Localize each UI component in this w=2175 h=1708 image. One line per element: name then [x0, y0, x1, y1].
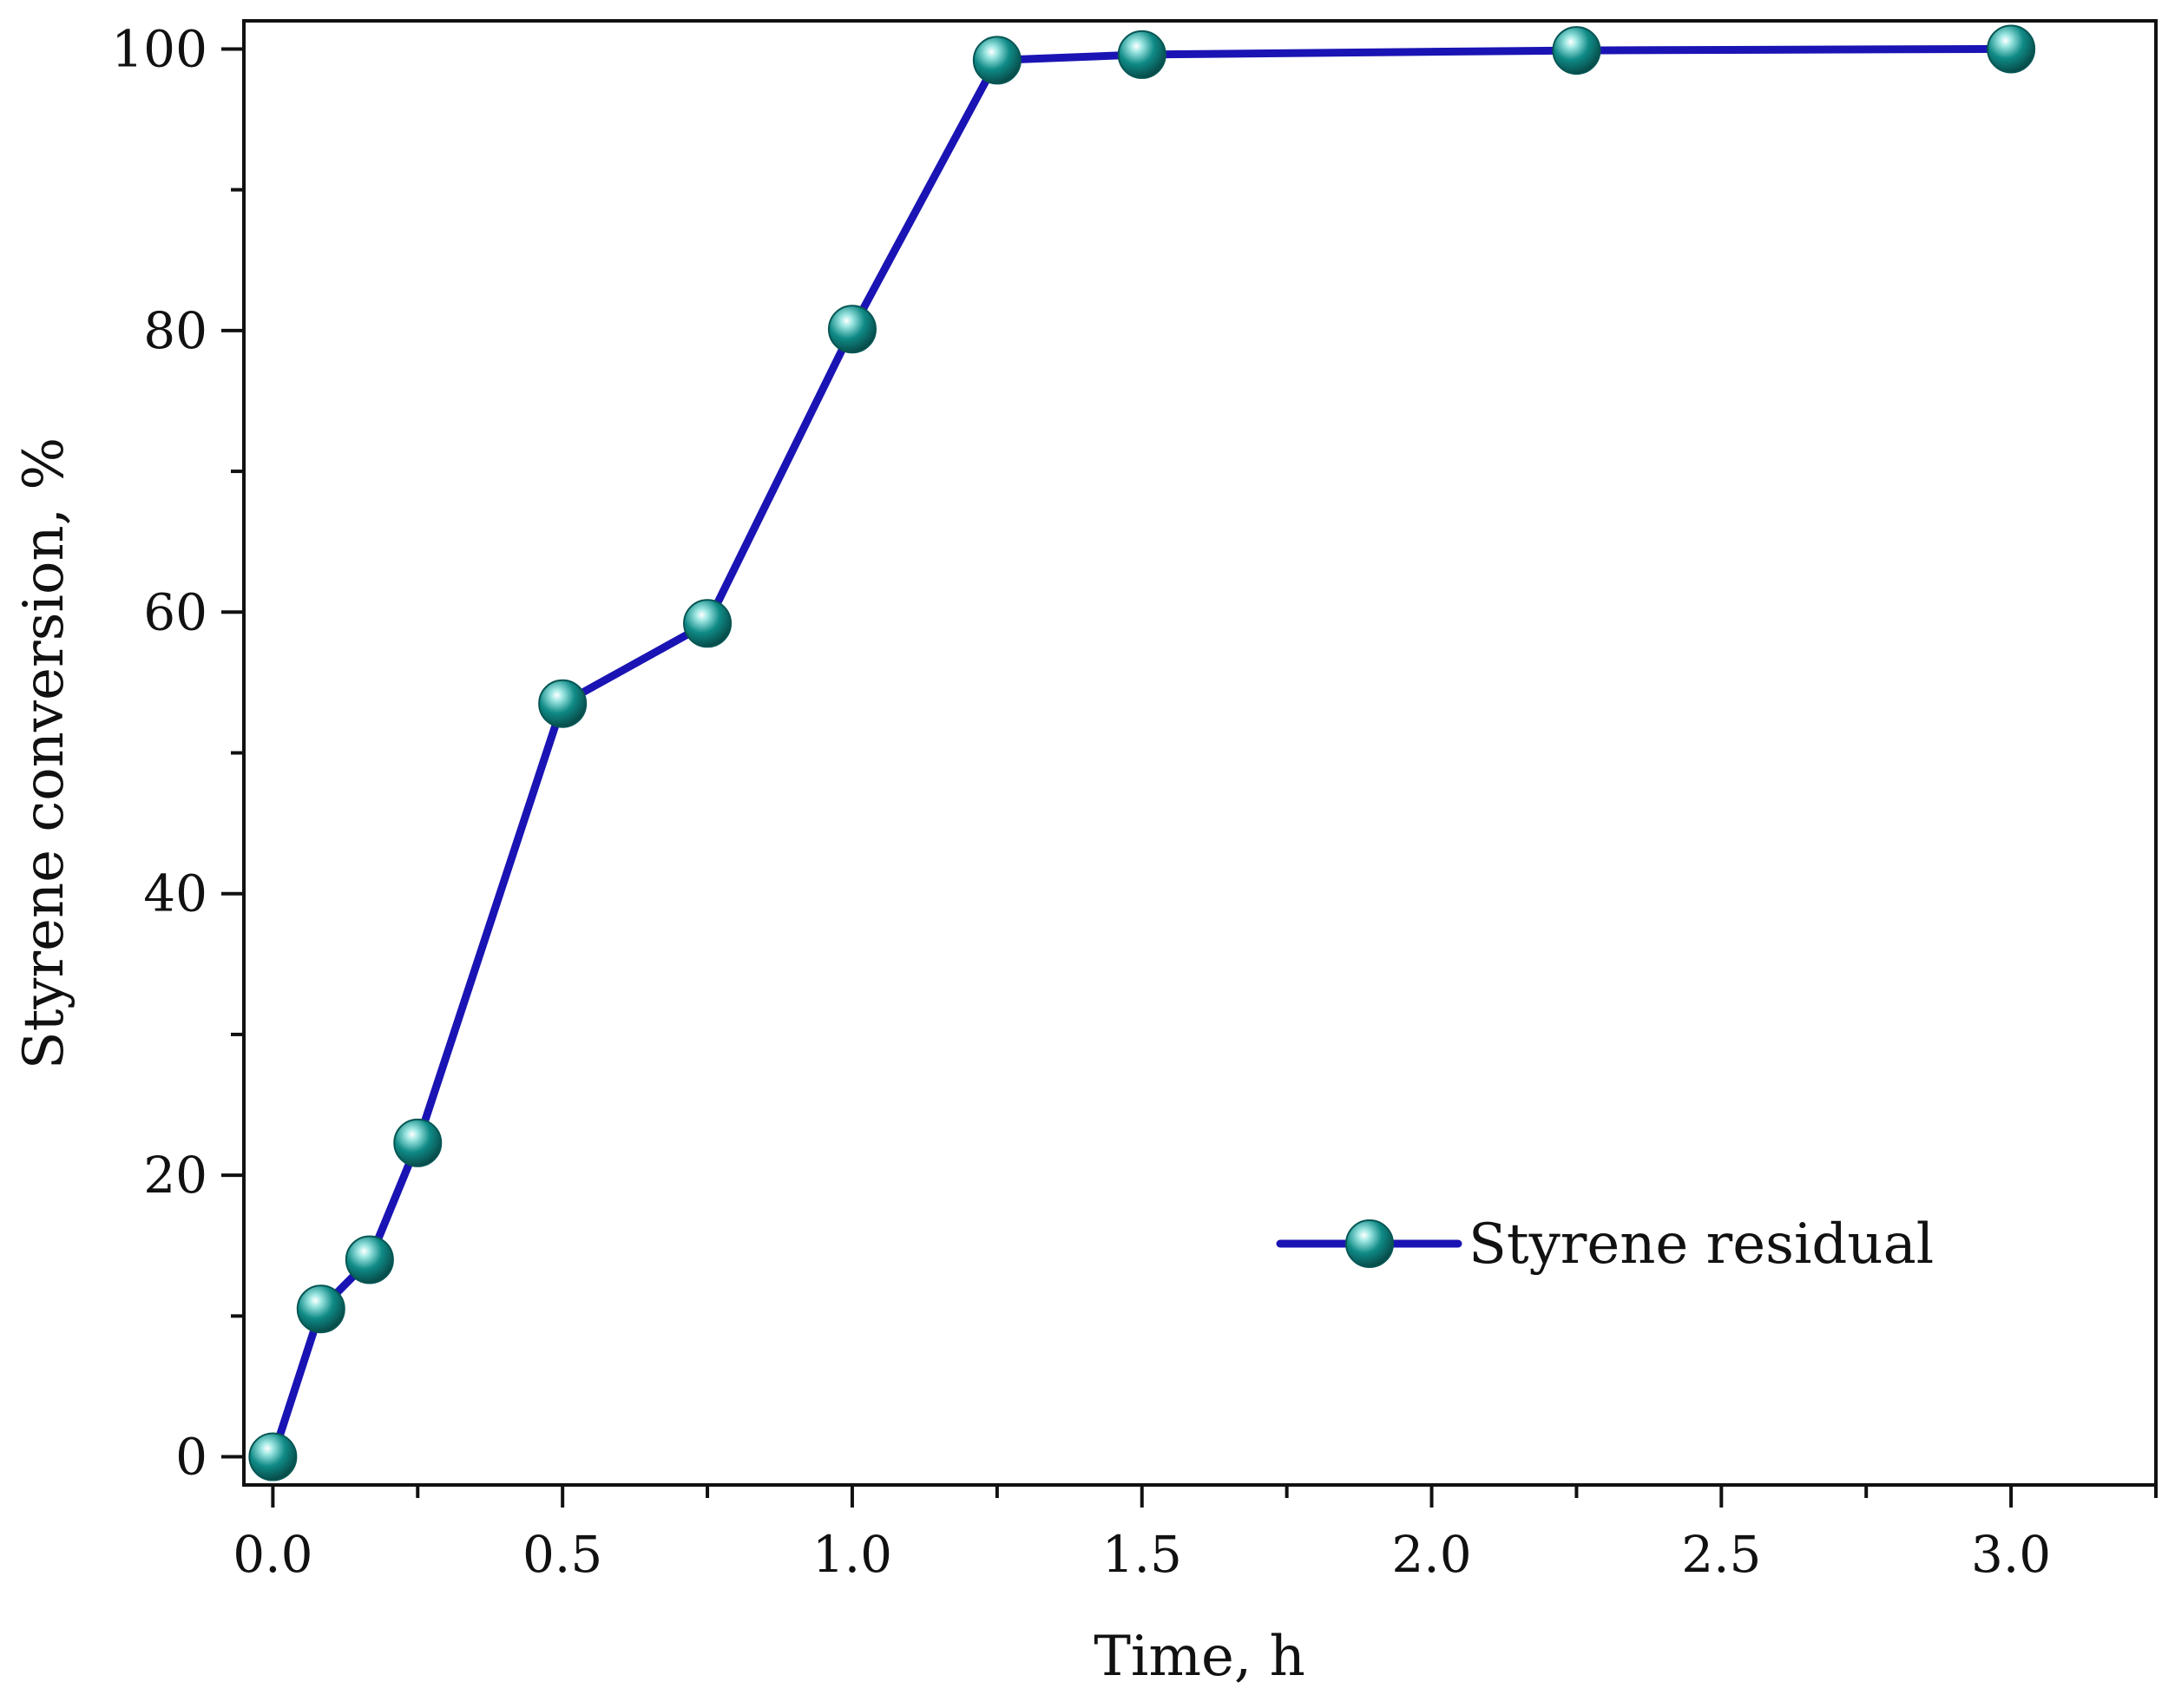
x-tick-label: 0.5	[522, 1525, 602, 1584]
data-point	[345, 1235, 394, 1284]
y-tick-label: 80	[143, 301, 207, 360]
data-point	[827, 305, 877, 354]
data-point	[538, 679, 588, 728]
y-tick-label: 100	[111, 19, 207, 78]
data-point	[248, 1432, 298, 1481]
axis-ticks	[221, 47, 2158, 1508]
x-tick-label: 2.0	[1391, 1525, 1471, 1584]
y-axis-title: Styrene conversion, %	[12, 437, 76, 1069]
x-axis-title: Time, h	[1094, 1625, 1305, 1689]
x-tick-label: 0.0	[233, 1525, 312, 1584]
x-tick-label: 3.0	[1971, 1525, 2051, 1584]
y-tick-label: 60	[143, 582, 207, 641]
data-point	[972, 36, 1022, 85]
data-point	[1552, 26, 1601, 76]
data-point	[1987, 24, 2036, 74]
y-tick-label: 0	[175, 1428, 207, 1487]
legend-marker	[1345, 1219, 1394, 1268]
data-point	[1117, 30, 1166, 79]
y-tick-label: 40	[143, 864, 207, 923]
data-point	[393, 1118, 443, 1167]
y-tick-label: 20	[143, 1146, 207, 1205]
legend: Styrene residual	[1276, 1212, 1934, 1277]
axis-tick-labels: 0.0 0.5 1.0 1.5 2.0 2.5 3.0 0 20 40 60 80 100	[111, 19, 2051, 1584]
x-tick-label: 2.5	[1681, 1525, 1761, 1584]
data-point	[683, 599, 733, 648]
x-tick-label: 1.0	[812, 1525, 892, 1584]
legend-marker-dot	[1345, 1219, 1394, 1268]
data-point	[296, 1284, 345, 1334]
series-layer	[248, 24, 2036, 1481]
x-tick-label: 1.5	[1102, 1525, 1182, 1584]
legend-label: Styrene residual	[1469, 1212, 1934, 1277]
